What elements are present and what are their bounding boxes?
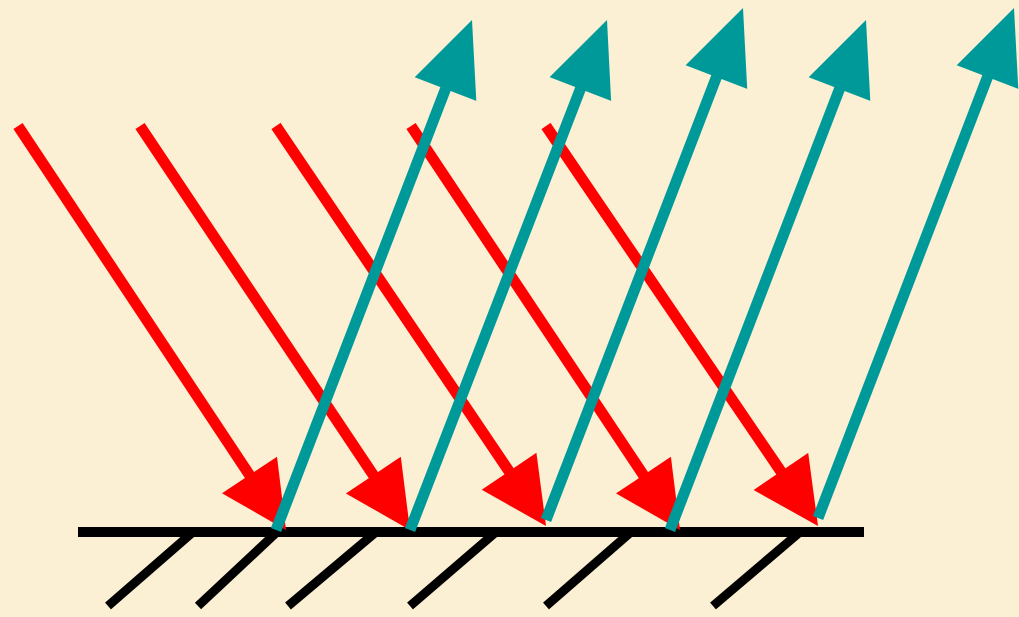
incident-ray-arrow-shaft bbox=[13, 122, 257, 482]
incident-rays bbox=[13, 122, 818, 530]
reflected-ray-arrow-head bbox=[549, 20, 612, 101]
reflected-ray-arrow bbox=[812, 8, 1019, 520]
mirror-hatch-mark bbox=[285, 528, 379, 610]
mirror-hatch-mark bbox=[407, 528, 499, 610]
incident-ray-arrow-head bbox=[345, 456, 410, 530]
incident-ray-arrow-head bbox=[616, 456, 680, 530]
mirror bbox=[78, 527, 864, 610]
reflected-ray-arrow bbox=[664, 20, 871, 532]
reflected-ray-arrow-shaft bbox=[812, 71, 995, 520]
reflected-ray-arrow-shaft bbox=[270, 83, 453, 532]
reflected-ray-arrow-head bbox=[414, 20, 477, 101]
reflected-ray-arrow-shaft bbox=[540, 71, 723, 522]
reflected-ray-arrow bbox=[404, 20, 612, 532]
incident-ray-arrow-head bbox=[481, 452, 546, 526]
incident-ray-arrow bbox=[541, 122, 818, 526]
incident-ray-arrow-head bbox=[222, 456, 286, 530]
incident-ray-arrow-shaft bbox=[541, 122, 788, 478]
incident-ray-arrow-head bbox=[753, 452, 818, 526]
reflected-ray-arrow-head bbox=[956, 8, 1019, 89]
reflected-ray-arrow bbox=[270, 20, 477, 532]
reflected-rays bbox=[270, 8, 1019, 532]
incident-ray-arrow-shaft bbox=[135, 122, 381, 482]
mirror-hatch-mark bbox=[543, 528, 634, 610]
mirror-hatch-mark bbox=[105, 528, 196, 610]
mirror-hatch-mark bbox=[194, 528, 281, 610]
reflected-ray-arrow-head bbox=[808, 20, 871, 101]
incident-ray-arrow-shaft bbox=[406, 122, 651, 482]
incident-ray-arrow bbox=[135, 122, 410, 530]
incident-ray-arrow bbox=[271, 122, 546, 526]
incident-ray-arrow-shaft bbox=[271, 122, 516, 478]
reflected-ray-arrow-head bbox=[685, 8, 748, 89]
reflected-ray-arrow bbox=[540, 8, 748, 522]
incident-ray-arrow bbox=[13, 122, 286, 530]
reflected-ray-arrow-shaft bbox=[404, 83, 587, 532]
reflected-ray-arrow-shaft bbox=[664, 83, 847, 532]
incident-ray-arrow bbox=[406, 122, 680, 530]
mirror-hatch-mark bbox=[710, 528, 803, 610]
